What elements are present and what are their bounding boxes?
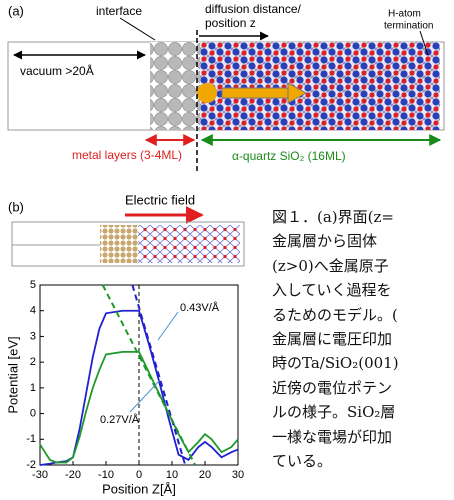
caption-line: るためのモデル。( <box>272 303 454 327</box>
metal-atoms <box>100 225 138 263</box>
fit-line <box>132 285 185 465</box>
field-label: Electric field <box>125 192 195 207</box>
x-tick-label: 0 <box>136 469 142 481</box>
panel-label: (a) <box>8 3 24 18</box>
caption-line: ルの様子。SiO₂層 <box>272 400 454 424</box>
diffusion-label: diffusion distance/ <box>205 2 302 16</box>
y-tick-label: 1 <box>30 382 36 394</box>
x-tick-label: -30 <box>32 469 48 481</box>
h-atom-label: H-atom <box>388 9 421 20</box>
diffusing-atom <box>197 83 217 103</box>
quartz-atoms <box>200 42 440 130</box>
pointer <box>120 18 155 40</box>
y-tick-label: -1 <box>26 433 36 445</box>
y-tick-label: 2 <box>30 356 36 368</box>
panel-label: (b) <box>8 199 24 214</box>
x-axis-label: Position Z[Å] <box>102 481 176 496</box>
caption-line: 金属層から固体 <box>272 229 454 253</box>
metal-atoms <box>150 42 200 130</box>
caption-line: 図１．(a)界面(z= <box>272 205 454 229</box>
caption-line: 一様な電場が印加 <box>272 425 454 449</box>
slope-label: 0.27V/Å <box>100 413 140 426</box>
y-tick-label: 4 <box>30 305 36 317</box>
x-tick-label: -20 <box>65 469 81 481</box>
caption-line: 時のTa/SiO₂(001) <box>272 351 454 375</box>
y-tick-label: 0 <box>30 407 36 419</box>
y-axis-label: Potential [eV] <box>5 336 20 413</box>
caption-line: 近傍の電位ポテン <box>272 376 454 400</box>
caption-line: (z>0)へ金属原子 <box>272 254 454 278</box>
vacuum-label: vacuum >20Å <box>20 63 94 78</box>
interface-label: interface <box>96 4 142 18</box>
slope-label: 0.43V/Å <box>180 301 220 314</box>
pointer <box>130 380 160 412</box>
caption-line: 金属層に電圧印加 <box>272 327 454 351</box>
figure: (a) interface diffusion distance/ positi… <box>0 0 454 500</box>
metal-label: metal layers (3-4ML) <box>72 148 182 162</box>
termination-label: termination <box>384 21 433 32</box>
caption: 図１．(a)界面(z=金属層から固体(z>0)へ金属原子入していく過程をるための… <box>272 205 454 500</box>
caption-line: 入していく過程を <box>272 278 454 302</box>
diffusion-arrow <box>222 88 288 98</box>
position-label: position z <box>205 16 256 30</box>
quartz-atoms <box>138 225 240 263</box>
x-tick-label: -10 <box>98 469 114 481</box>
x-tick-label: 30 <box>232 469 244 481</box>
pointer <box>158 312 178 340</box>
x-tick-label: 10 <box>166 469 178 481</box>
y-tick-label: 5 <box>30 279 36 291</box>
x-tick-label: 20 <box>199 469 211 481</box>
caption-line: ている。 <box>272 449 454 473</box>
y-tick-label: 3 <box>30 330 36 342</box>
quartz-label: α-quartz SiO₂ (16ML) <box>232 149 346 163</box>
